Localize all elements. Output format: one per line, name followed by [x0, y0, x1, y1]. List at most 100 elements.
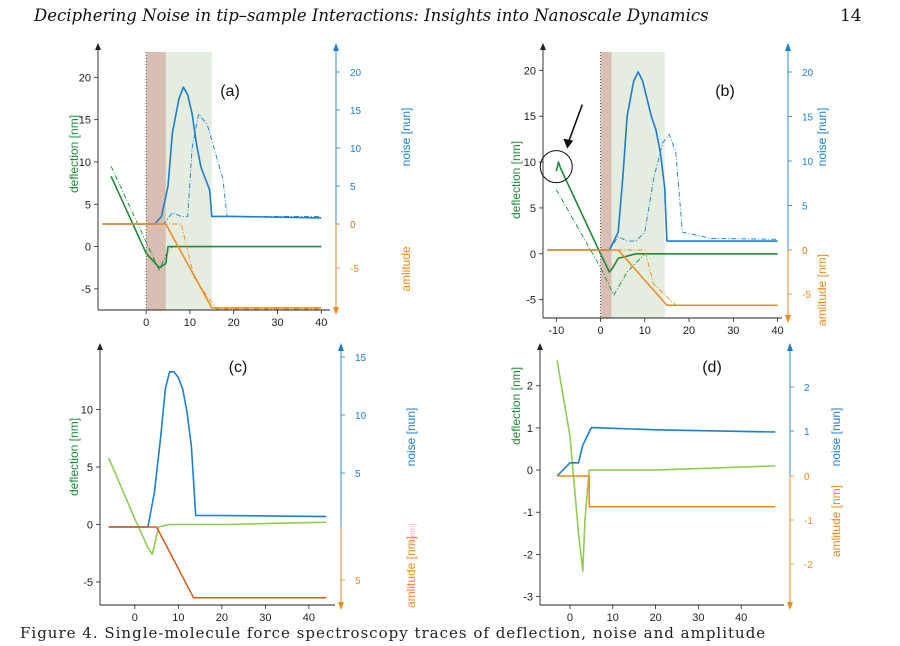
noise-axis-arrow: [333, 43, 339, 51]
left-tick-label: 20: [524, 65, 536, 77]
noise-tick-label: 10: [355, 411, 367, 422]
noise-tick-label: 20: [802, 68, 814, 79]
left-tick-label: 10: [79, 157, 91, 169]
amplitude-tick-label: -5: [350, 264, 359, 275]
left-tick-label: 5: [87, 462, 93, 474]
series-noise_dashed: [102, 113, 322, 225]
left-tick-label: -5: [83, 577, 93, 589]
panel-label: (a): [220, 83, 240, 100]
page-number: 14: [840, 6, 862, 26]
left-tick-label: 15: [79, 115, 91, 127]
series-deflection: [110, 175, 322, 269]
amplitude-small-axis-label: A [nm]: [408, 524, 417, 547]
series-amplitude_dashed: [102, 223, 322, 310]
x-tick-label: 40: [315, 317, 327, 329]
noise-tick-label: 1: [804, 427, 810, 438]
series-noise: [556, 426, 776, 477]
noise-tick-label: 5: [350, 182, 356, 193]
deflection-axis-label: deflection [nm]: [67, 115, 81, 193]
amplitude-tick-label: 5: [355, 576, 361, 587]
deflection-axis-label: deflection [nm]: [509, 141, 523, 219]
figure-caption: Figure 4. Single-molecule force spectros…: [20, 624, 767, 642]
noise-tick-label: 10: [802, 157, 814, 168]
x-tick-label: 40: [735, 612, 747, 624]
left-tick-label: 0: [527, 465, 533, 477]
highlight-circle: [539, 150, 573, 184]
amplitude-axis-label: amlitude [nm]: [404, 536, 418, 608]
noise-tick-label: 20: [350, 68, 362, 79]
series-amplitude_dashed: [547, 249, 778, 306]
highlight-arrow: [567, 104, 584, 143]
series-amplitude: [547, 249, 778, 307]
left-tick-label: 15: [524, 111, 536, 123]
series-deflection: [556, 360, 776, 573]
x-tick-label: 30: [692, 612, 704, 624]
x-tick-label: 10: [639, 325, 651, 337]
noise-tick-label: 2: [804, 383, 810, 394]
x-tick-label: 0: [567, 612, 573, 624]
noise-axis-label: noise [nun]: [404, 408, 418, 467]
deflection-axis-label: deflection [nm]: [509, 367, 523, 445]
amplitude-axis-label: amlitude: [399, 246, 413, 292]
series-noise: [108, 370, 327, 528]
amplitude-tick-label: 0: [802, 246, 808, 257]
left-tick-label: 10: [524, 157, 536, 169]
left-tick-label: 0: [87, 520, 93, 532]
noise-tick-label: 15: [350, 106, 362, 117]
left-tick-label: 1: [527, 423, 533, 435]
series-amplitude: [108, 526, 327, 599]
noise-tick-label: 5: [355, 469, 361, 480]
x-tick-label: 30: [727, 325, 739, 337]
series-noise: [102, 86, 322, 225]
x-tick-label: 30: [259, 612, 271, 624]
running-header-title: Deciphering Noise in tip–sample Interact…: [34, 6, 709, 25]
amplitude-axis-arrow: [785, 315, 791, 323]
chart-panel-3: 10 5 0 -5 0 10 20 30 40 15 10 5 5 deflection [nm] nois…: [67, 343, 418, 624]
noise-axis-label: noise [nun]: [399, 108, 413, 167]
left-axis-arrow: [95, 43, 101, 50]
panel-label: (c): [229, 359, 248, 376]
x-tick-label: 20: [683, 325, 695, 337]
noise-axis-arrow: [785, 43, 791, 51]
noise-tick-label: 0: [350, 220, 356, 231]
amplitude-tick-label: -1: [804, 516, 813, 527]
series-noise: [547, 71, 778, 251]
noise-axis-arrow: [338, 343, 344, 351]
left-tick-label: 2: [527, 381, 533, 393]
left-tick-label: 0: [85, 242, 91, 254]
x-tick-label: 0: [597, 325, 603, 337]
left-tick-label: -3: [523, 592, 533, 604]
x-tick-label: 30: [271, 317, 283, 329]
panel-label: (d): [702, 359, 722, 376]
x-tick-label: 40: [771, 325, 783, 337]
left-tick-label: 0: [530, 249, 536, 261]
series-deflection: [555, 161, 778, 273]
x-tick-label: -10: [548, 325, 564, 337]
left-tick-label: -5: [526, 295, 536, 307]
series-amplitude: [557, 475, 776, 508]
noise-axis-arrow: [787, 343, 793, 351]
x-tick-label: 0: [132, 612, 138, 624]
series-deflection_dashed: [110, 166, 322, 271]
x-tick-label: 10: [184, 317, 196, 329]
amplitude-axis-arrow: [338, 602, 344, 610]
left-tick-label: 5: [530, 203, 536, 215]
x-tick-label: 10: [607, 612, 619, 624]
x-tick-label: 40: [303, 612, 315, 624]
left-tick-label: -2: [523, 549, 533, 561]
contact-band-green: [611, 52, 665, 318]
amplitude-axis-label: amlitude [nm]: [829, 485, 843, 557]
left-axis-arrow: [97, 343, 103, 350]
x-tick-label: 20: [228, 317, 240, 329]
contact-band-pink: [146, 52, 166, 310]
left-tick-label: 10: [81, 405, 93, 417]
x-tick-label: 20: [649, 612, 661, 624]
series-deflection_dashed: [555, 189, 778, 296]
highlight-arrow-head: [563, 138, 574, 149]
series-deflection: [107, 457, 327, 556]
left-tick-label: 20: [79, 72, 91, 84]
amplitude-tick-label: 0: [804, 472, 810, 483]
